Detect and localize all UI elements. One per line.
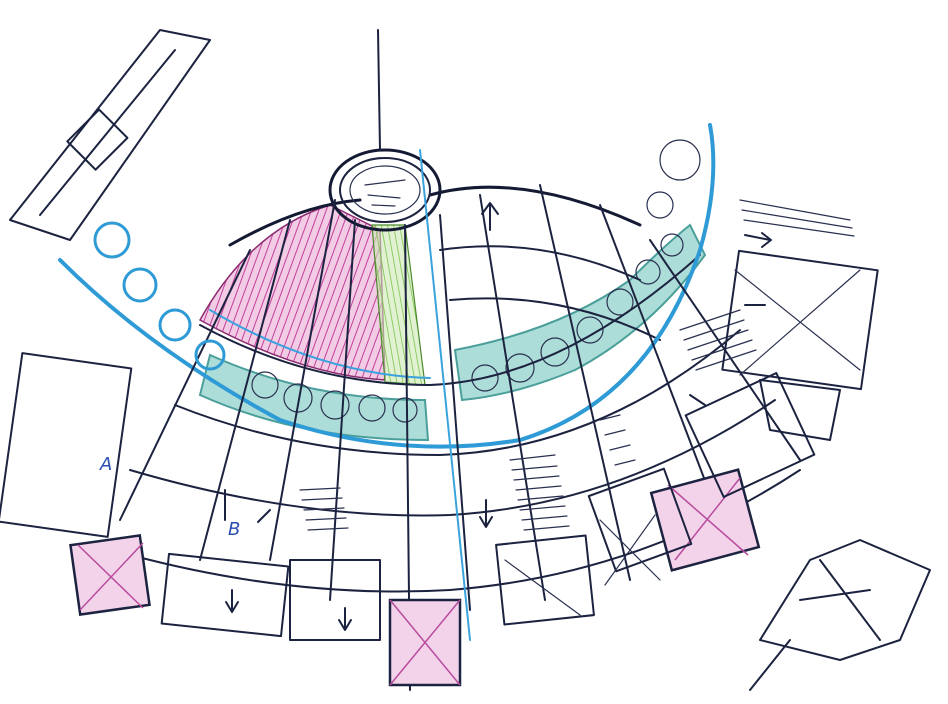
top-left-building — [9, 29, 211, 241]
teal-band-left — [198, 353, 430, 442]
central-plaza — [328, 148, 442, 232]
bottom-right-building — [749, 539, 931, 691]
outer-blue-arc — [58, 123, 716, 449]
zone-label-a: A — [99, 454, 112, 475]
zone-label-b: B — [228, 519, 240, 540]
tree-row-right — [471, 233, 684, 392]
axis-line — [377, 29, 381, 151]
block-x-marks — [504, 269, 861, 616]
stair-hatch — [299, 199, 855, 531]
teal-band-right — [453, 223, 707, 402]
magenta-sector — [198, 204, 386, 381]
inner-blue-arc — [209, 309, 431, 379]
left-circles — [93, 221, 226, 371]
outer-blocks — [0, 249, 879, 641]
top-right-circles — [646, 139, 701, 219]
pavilion-boxes — [69, 468, 761, 687]
axis-line-blue — [419, 149, 471, 641]
tree-row-left — [251, 371, 418, 423]
direction-arrows — [224, 202, 772, 631]
